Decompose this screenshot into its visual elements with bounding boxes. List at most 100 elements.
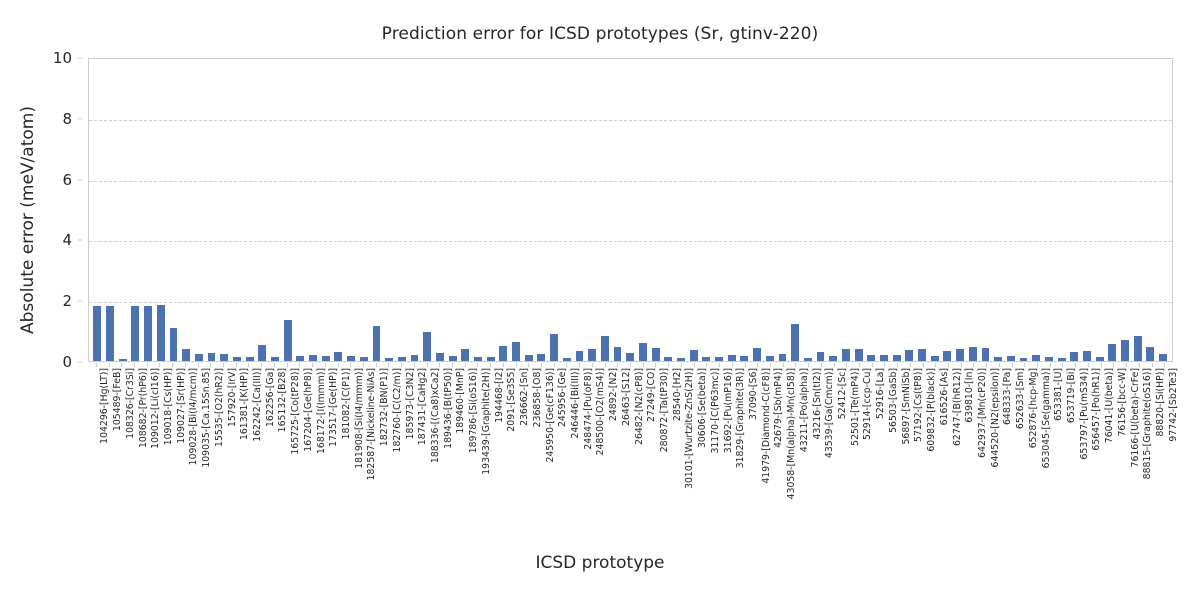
- bar-slot: [827, 59, 840, 361]
- bar: [1121, 340, 1129, 361]
- x-tick-slot: [713, 363, 726, 373]
- bar: [397, 356, 406, 361]
- bar: [651, 347, 660, 361]
- bar: [1095, 357, 1104, 361]
- x-tick-mark: [502, 363, 504, 367]
- bar: [118, 359, 127, 361]
- x-tick-slot: [1044, 363, 1057, 373]
- x-tick-slot: [917, 363, 930, 373]
- x-tick-mark: [337, 363, 339, 367]
- x-tick-slot: [421, 363, 434, 373]
- x-tick-mark: [1164, 363, 1166, 367]
- x-label-slot: 245956-[Ge]: [548, 368, 568, 528]
- x-tick-mark: [630, 363, 632, 367]
- x-label-slot: 88815-[Graphite(oS16)]: [1133, 368, 1153, 528]
- bar-slot: [890, 59, 903, 361]
- gridline: [89, 180, 1172, 182]
- bar: [715, 356, 723, 361]
- bar: [943, 350, 952, 361]
- x-tick-slot: [840, 363, 853, 373]
- x-tick-mark: [744, 363, 746, 367]
- x-tick-label: 97742-[Sb2Te3]: [1167, 368, 1179, 442]
- x-label-slot: 652876-[hcp-Mg]: [1018, 368, 1039, 528]
- x-label-slot: 280872-[Ta(tP30)]: [650, 368, 670, 528]
- x-label-slot: 653045-[Se(gamma)]: [1031, 368, 1052, 528]
- bar-slot: [180, 59, 193, 361]
- x-tick-slot: [726, 363, 739, 373]
- bar-slot: [586, 59, 599, 361]
- x-label-slot: 37090-[S6]: [739, 368, 759, 528]
- x-tick-mark: [909, 363, 911, 367]
- x-label-slot: 165132-[B28]: [268, 368, 288, 528]
- bar: [1159, 354, 1168, 361]
- x-tick-mark: [655, 363, 657, 367]
- bar-slot: [484, 59, 497, 361]
- bar: [524, 354, 533, 361]
- x-label-slot: 246446-[Bi(III)]: [561, 368, 581, 528]
- bar-slot: [434, 59, 447, 361]
- bar: [981, 348, 990, 361]
- bar: [829, 356, 838, 361]
- x-tick-mark: [413, 363, 415, 367]
- x-label-slot: 15535-[O2(hR2)]: [204, 368, 225, 528]
- x-label-slot: 162256-[Ga]: [255, 368, 276, 528]
- bar: [499, 346, 508, 361]
- x-label-slot: 31170-[C(P63mc)]: [701, 368, 721, 528]
- x-tick-mark: [362, 363, 364, 367]
- x-tick-mark: [960, 363, 962, 367]
- bar: [359, 357, 368, 361]
- x-tick-mark: [1113, 363, 1115, 367]
- x-tick-slot: [1108, 363, 1121, 373]
- x-tick-slot: [306, 363, 319, 373]
- x-tick-mark: [1024, 363, 1026, 367]
- y-tick-mark: [78, 179, 82, 181]
- x-tick-slot: [395, 363, 408, 373]
- x-tick-mark: [833, 363, 835, 367]
- x-tick-slot: [891, 363, 904, 373]
- bar: [905, 350, 914, 361]
- x-tick-mark: [808, 363, 810, 367]
- x-label-slot: 168172-[I(Immm)]: [306, 368, 327, 528]
- x-tick-slot: [217, 363, 230, 373]
- bar: [613, 346, 622, 361]
- x-tick-mark: [782, 363, 784, 367]
- x-tick-slot: [166, 363, 179, 373]
- gridline: [89, 302, 1172, 304]
- y-tick-label: 2: [62, 292, 72, 311]
- bar-slot: [1005, 59, 1018, 361]
- bar: [435, 352, 444, 361]
- bar-slot: [1106, 59, 1119, 361]
- y-axis: 0 2 4 6 8 10: [0, 49, 82, 371]
- bar: [562, 358, 571, 361]
- x-label-slot: 41979-[Diamond-C(cF8)]: [751, 368, 772, 528]
- bar-slot: [459, 59, 472, 361]
- bar-slot: [1119, 59, 1132, 361]
- x-label-slot: 162242-[Ca(III)]: [243, 368, 263, 528]
- x-tick-mark: [757, 363, 759, 367]
- bar: [664, 357, 673, 361]
- x-tick-slot: [1006, 363, 1019, 373]
- bar: [1133, 336, 1142, 361]
- x-tick-mark: [1075, 363, 1077, 367]
- bar: [778, 353, 787, 361]
- x-label-slot: 248500-[O2(mS4)]: [586, 368, 606, 528]
- x-tick-slot: [230, 363, 243, 373]
- bar-slot: [903, 59, 916, 361]
- bar-slot: [687, 59, 700, 361]
- bar-slot: [421, 59, 434, 361]
- x-label-slot: 56897-[SmNiSb]: [891, 368, 912, 528]
- bar: [892, 354, 901, 361]
- x-label-slot: 165725-[Co(tP28)]: [281, 368, 301, 528]
- x-tick-slot: [1158, 363, 1171, 373]
- bar-slot: [814, 59, 827, 361]
- bar-slot: [725, 59, 738, 361]
- x-tick-mark: [273, 363, 275, 367]
- x-tick-slot: [472, 363, 485, 373]
- bar: [486, 357, 495, 361]
- x-label-slot: 189460-[MnP]: [446, 368, 466, 528]
- x-label-slot: 187431-[CaHg2]: [408, 368, 428, 528]
- x-label-slot: 185973-[C3N2]: [395, 368, 416, 528]
- bar: [994, 356, 1003, 361]
- bar: [321, 356, 330, 361]
- bar: [575, 351, 584, 361]
